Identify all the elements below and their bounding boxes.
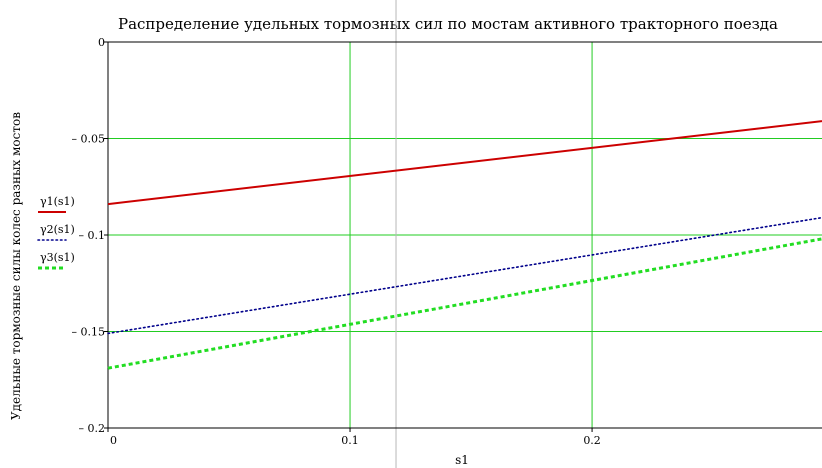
- y-tick-label-2: – 0.1: [79, 229, 106, 242]
- x-tick-label-0: 0: [110, 434, 117, 447]
- legend-label-1: γ1(s1): [40, 195, 75, 208]
- x-tick-label-2: 0.2: [583, 434, 601, 447]
- legend-label-3: γ3(s1): [40, 251, 75, 264]
- y-tick-label-3: – 0.15: [72, 326, 106, 339]
- tick-labels: 0 – 0.05 – 0.1 – 0.15 – 0.2 0 0.1 0.2: [72, 36, 601, 447]
- plot-frame: [104, 41, 822, 432]
- x-tick-label-1: 0.1: [341, 434, 359, 447]
- y-tick-label-4: – 0.2: [79, 422, 106, 435]
- y-tick-label-1: – 0.05: [72, 133, 106, 146]
- legend: γ1(s1) γ2(s1) γ3(s1): [37, 195, 75, 270]
- chart-title: Распределение удельных тормозных сил по …: [118, 15, 778, 33]
- series-lines: [107, 120, 822, 370]
- grid-lines: [108, 0, 822, 468]
- x-axis-label: s1: [455, 453, 469, 467]
- y-tick-label-0: 0: [98, 36, 105, 49]
- y-axis-label: Удельные тормозные силы колес разных мос…: [9, 112, 23, 420]
- series-line-1: [107, 120, 822, 206]
- series-line-3: [107, 237, 822, 370]
- legend-label-2: γ2(s1): [40, 223, 75, 236]
- series-line-2: [107, 216, 822, 335]
